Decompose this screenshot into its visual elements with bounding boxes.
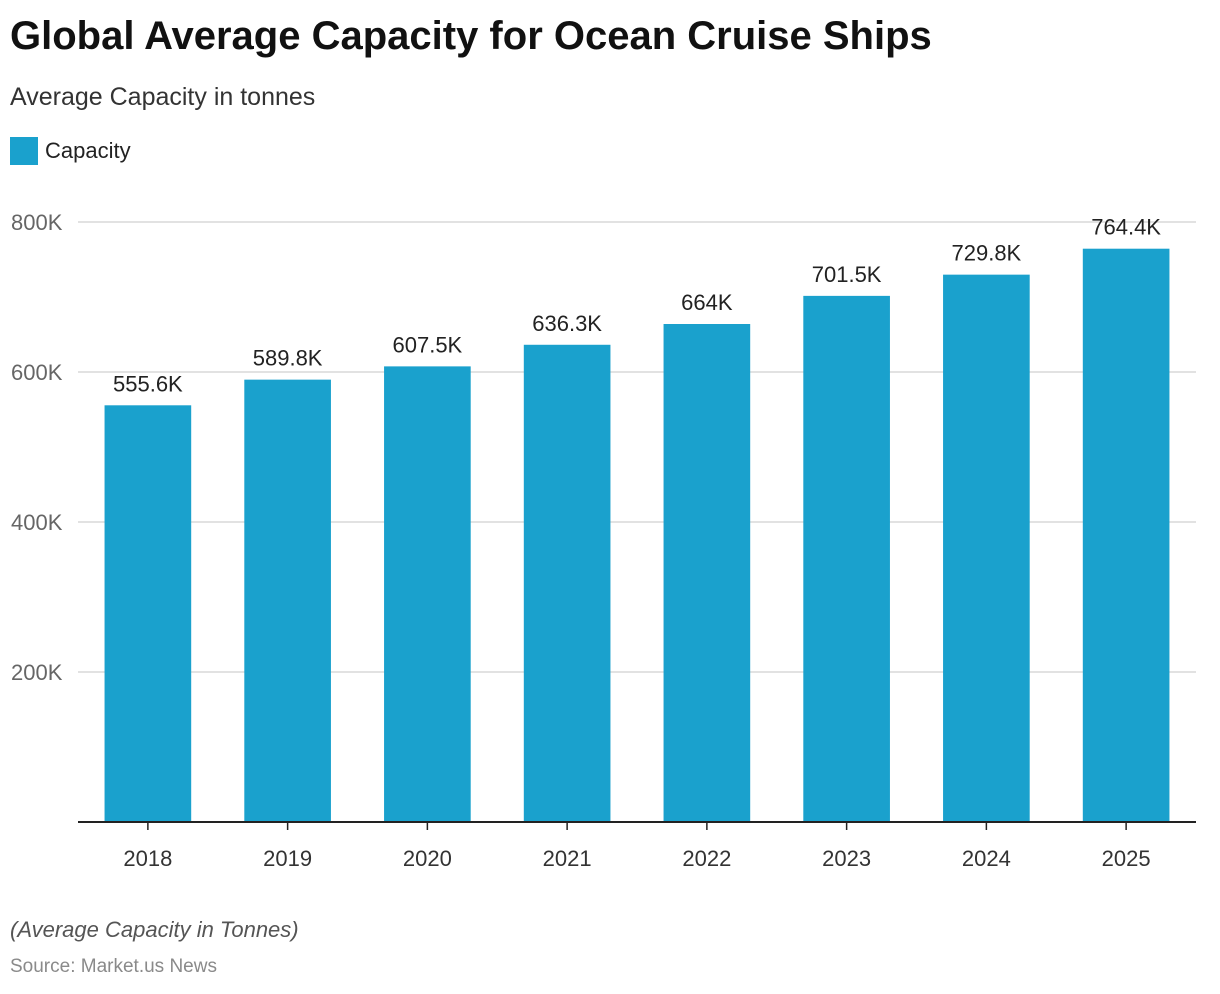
data-label: 636.3K (532, 311, 602, 336)
x-tick-label: 2023 (822, 846, 871, 871)
legend-label-capacity: Capacity (45, 138, 131, 163)
y-tick-label: 400K (11, 510, 63, 535)
bar (803, 295, 890, 822)
y-tick-label: 600K (11, 360, 63, 385)
x-tick-label: 2021 (543, 846, 592, 871)
data-label: 764.4K (1091, 215, 1161, 240)
y-tick-label: 800K (11, 210, 63, 235)
data-label: 555.6K (113, 371, 183, 396)
y-tick-label: 200K (11, 660, 63, 685)
bar (663, 324, 751, 822)
x-tick-label: 2024 (962, 846, 1011, 871)
bar (244, 379, 331, 822)
chart-footnote: (Average Capacity in Tonnes) (10, 917, 299, 942)
chart-subtitle: Average Capacity in tonnes (10, 83, 316, 111)
x-tick-label: 2022 (682, 846, 731, 871)
x-tick-label: 2020 (403, 846, 452, 871)
data-label: 589.8K (253, 346, 323, 371)
bar (943, 274, 1030, 822)
x-tick-label: 2019 (263, 846, 312, 871)
data-label: 607.5K (393, 332, 463, 357)
bar (104, 405, 192, 822)
bar (1082, 248, 1170, 822)
bar (384, 366, 471, 822)
bar (523, 344, 611, 822)
x-tick-label: 2018 (123, 846, 172, 871)
data-label: 664K (681, 290, 733, 315)
data-label: 729.8K (952, 241, 1022, 266)
bar-chart: 200K 400K 600K 800K 555.6K 2018 589.8K 2019 607.… (11, 210, 1196, 871)
legend-swatch-capacity (10, 137, 38, 165)
legend: Capacity (10, 136, 131, 166)
data-label: 701.5K (812, 262, 882, 287)
chart-title: Global Average Capacity for Ocean Cruise… (10, 14, 932, 58)
x-tick-label: 2025 (1102, 846, 1151, 871)
chart-source: Source: Market.us News (10, 956, 217, 977)
